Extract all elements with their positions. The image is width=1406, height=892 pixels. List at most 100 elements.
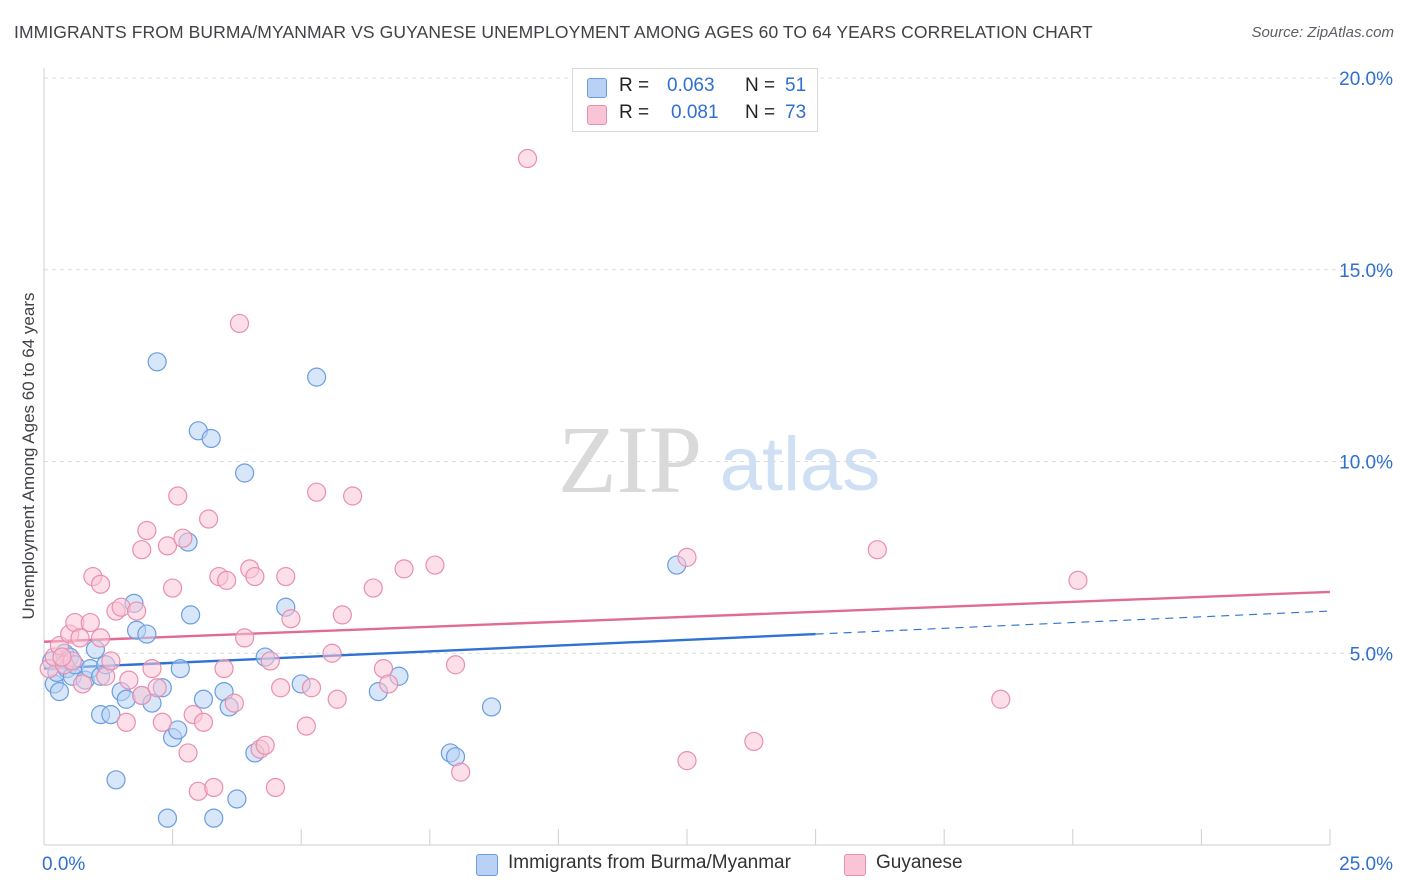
y-axis-label: Unemployment Among Ages 60 to 64 years xyxy=(19,293,38,620)
burma-point xyxy=(235,463,255,483)
guyanese-point xyxy=(276,566,296,587)
guyanese-point xyxy=(991,689,1011,709)
guyanese-point xyxy=(327,689,347,709)
guyanese-point xyxy=(147,678,167,698)
burma-trend-line xyxy=(43,632,816,670)
y-tick-label: 20.0% xyxy=(1339,69,1393,90)
trend-lines xyxy=(43,590,1331,670)
guyanese-point xyxy=(677,751,697,771)
guyanese-point xyxy=(70,628,90,648)
burma-point xyxy=(481,697,502,717)
guyanese-point xyxy=(394,559,414,579)
legend-label-burma: Immigrants from Burma/Myanmar xyxy=(508,852,791,873)
guyanese-point xyxy=(52,647,72,667)
guyanese-trend-line xyxy=(43,590,1331,643)
x-tick-label: 25.0% xyxy=(1339,854,1393,875)
guyanese-point xyxy=(126,601,147,621)
guyanese-point xyxy=(119,670,139,690)
guyanese-point xyxy=(90,574,111,594)
watermark-atlas: atlas xyxy=(720,422,881,507)
burma-point xyxy=(157,808,178,828)
guyanese-point xyxy=(296,716,316,736)
guyanese-point xyxy=(157,536,178,556)
r-label: R = xyxy=(619,102,650,123)
watermark: ZIP atlas xyxy=(558,406,880,513)
guyanese-point xyxy=(173,528,193,548)
guyanese-point xyxy=(116,712,136,732)
burma-point xyxy=(307,367,327,387)
guyanese-point xyxy=(451,762,471,782)
guyanese-point xyxy=(1068,570,1088,590)
guyanese-point xyxy=(132,540,152,560)
guyanese-point xyxy=(445,655,466,675)
watermark-zip: ZIP xyxy=(558,406,702,513)
burma-point xyxy=(193,689,214,709)
burma-point xyxy=(49,681,70,702)
legend-label-guyanese: Guyanese xyxy=(876,852,963,873)
guyanese-point xyxy=(193,712,214,732)
guyanese-point xyxy=(281,609,301,629)
burma-legend-swatch xyxy=(476,854,498,876)
x-tick-label: 0.0% xyxy=(42,854,85,875)
guyanese-point xyxy=(271,678,291,698)
burma-point xyxy=(137,624,157,644)
burma-point xyxy=(147,352,167,372)
guyanese-point xyxy=(322,643,342,663)
guyanese-point xyxy=(245,566,265,587)
guyanese-point xyxy=(80,612,100,633)
guyanese-point xyxy=(204,777,224,798)
guyanese-point xyxy=(260,651,280,671)
y-tick-label: 10.0% xyxy=(1339,453,1393,474)
burma-point xyxy=(106,770,126,790)
guyanese-point xyxy=(101,651,121,671)
guyanese-point xyxy=(132,685,152,706)
burma-trend-extension xyxy=(815,610,1331,635)
r-value-burma: 0.063 xyxy=(667,75,715,96)
n-value-burma: 51 xyxy=(785,75,807,96)
guyanese-point xyxy=(90,628,111,648)
guyanese-point xyxy=(229,313,250,334)
burma-point xyxy=(181,605,201,625)
source-label: Source: ZipAtlas.com xyxy=(1251,24,1394,41)
r-value-guyanese: 0.081 xyxy=(671,102,719,123)
guyanese-legend-swatch xyxy=(844,854,866,876)
guyanese-point xyxy=(867,540,887,560)
guyanese-point xyxy=(217,570,237,590)
data-points xyxy=(39,148,1088,828)
guyanese-point xyxy=(142,658,162,679)
burma-point xyxy=(201,428,221,449)
guyanese-point xyxy=(168,486,188,506)
guyanese-point xyxy=(152,712,172,732)
guyanese-point xyxy=(343,486,363,506)
n-label: N = xyxy=(745,102,776,123)
burma-point xyxy=(101,705,121,725)
guyanese-point xyxy=(744,731,764,752)
axes xyxy=(43,68,1331,846)
n-label: N = xyxy=(745,75,776,96)
guyanese-swatch xyxy=(587,105,607,125)
guyanese-point xyxy=(178,743,198,763)
guyanese-point xyxy=(363,578,383,598)
burma-swatch xyxy=(587,78,607,98)
guyanese-point xyxy=(255,735,275,755)
guyanese-point xyxy=(72,674,93,694)
guyanese-point xyxy=(199,509,219,529)
chart-title: IMMIGRANTS FROM BURMA/MYANMAR VS GUYANES… xyxy=(14,22,1093,42)
guyanese-point xyxy=(214,658,234,679)
guyanese-point xyxy=(265,777,286,798)
guyanese-point xyxy=(425,555,445,575)
guyanese-point xyxy=(307,482,327,502)
guyanese-point xyxy=(301,678,322,698)
tick-labels: 5.0% 10.0% 15.0% 20.0% 0.0% 25.0% xyxy=(42,69,1393,875)
guyanese-point xyxy=(137,520,157,541)
guyanese-point xyxy=(677,547,697,567)
guyanese-point xyxy=(379,674,399,694)
guyanese-point xyxy=(224,693,244,713)
r-label: R = xyxy=(619,75,650,96)
guyanese-point xyxy=(163,578,183,598)
burma-point xyxy=(227,789,247,809)
burma-point xyxy=(170,658,190,679)
guyanese-point xyxy=(332,605,352,625)
burma-point xyxy=(168,720,188,740)
correlation-legend: R = 0.063 N = 51 R = 0.081 N = 73 xyxy=(572,68,818,132)
